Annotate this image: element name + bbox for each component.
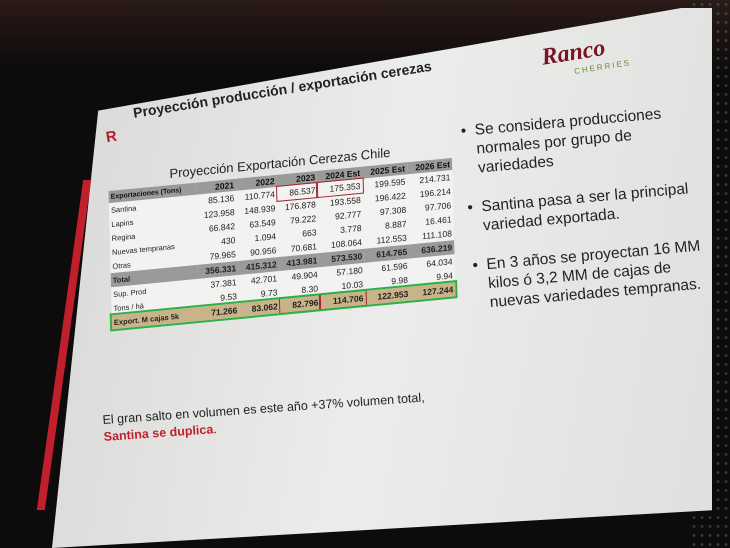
bullet-item: • En 3 años se proyectan 16 MM kilos ó 3,… — [472, 236, 716, 314]
ranco-mark-logo: R — [104, 127, 119, 147]
bullet-item: • Santina pasa a ser la principal varieda… — [467, 178, 709, 237]
projection-table-block: Proyección Exportación Cerezas Chile Exp… — [108, 139, 458, 337]
bullet-text: En 3 años se proyectan 16 MM kilos ó 3,2… — [485, 237, 702, 312]
bullet-text: Santina pasa a ser la principal variedad… — [480, 180, 690, 235]
bullet-list: • Se considera producciones normales por … — [460, 101, 718, 333]
